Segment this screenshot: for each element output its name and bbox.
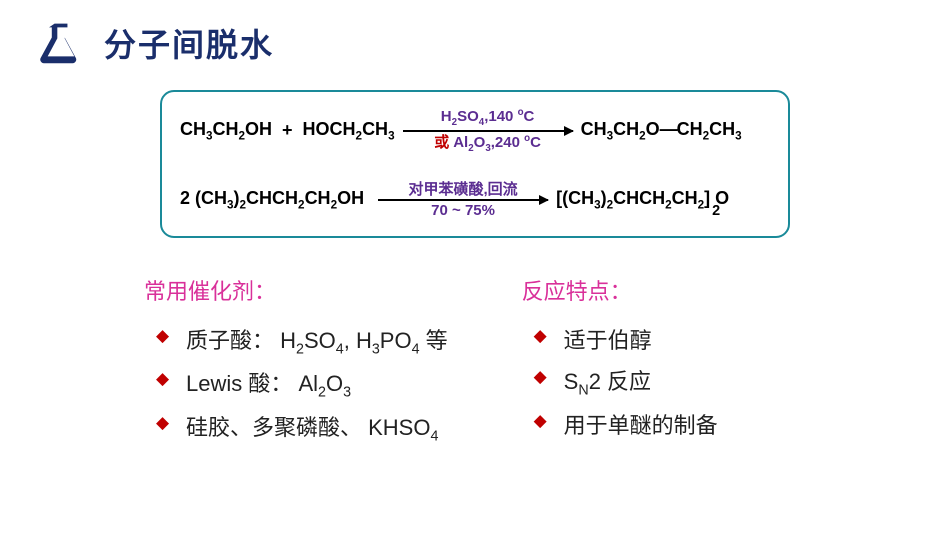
catalysts-heading: 常用催化剂：: [144, 274, 448, 306]
features-column: 反应特点： 适于伯醇 SN2 反应 用于单醚的制备: [520, 274, 718, 451]
rxn1-lhs-b: HOCH2CH3: [303, 119, 395, 143]
catalysts-column: 常用催化剂： 质子酸： H2SO4, H3PO4 等 Lewis 酸： Al2O…: [142, 274, 448, 451]
features-heading: 反应特点：: [522, 274, 718, 306]
list-item: 用于单醚的制备: [534, 405, 718, 447]
or-label: 或: [434, 134, 449, 151]
list-item: 适于伯醇: [534, 320, 718, 362]
flask-icon: [38, 20, 84, 66]
list-item: 质子酸： H2SO4, H3PO4 等: [156, 320, 448, 364]
rxn2-rhs: [(CH3)2CHCH2CH2]2 O: [556, 188, 729, 212]
rxn1-cond-bottom: 或Al2O3,240 oC: [434, 132, 541, 154]
rxn2-cond-top: 对甲苯磺酸,回流: [408, 182, 517, 199]
list-item: Lewis 酸： Al2O3: [156, 363, 448, 407]
rxn1-arrow: H2SO4,140 oC 或Al2O3,240 oC: [403, 108, 573, 154]
rxn2-lhs: 2 (CH3)2CHCH2CH2OH: [180, 188, 364, 212]
arrow-line: [403, 130, 573, 132]
rxn1-cond-top: H2SO4,140 oC: [441, 108, 535, 130]
list-item: SN2 反应: [534, 361, 718, 405]
catalysts-list: 质子酸： H2SO4, H3PO4 等 Lewis 酸： Al2O3 硅胶、多聚…: [142, 320, 448, 451]
rxn1-plus: +: [282, 120, 293, 141]
rxn2-cond-bottom: 70 ~ 75%: [431, 201, 495, 218]
rxn1-rhs: CH3CH2O—CH2CH3: [581, 119, 742, 143]
list-item: 硅胶、多聚磷酸、 KHSO4: [156, 407, 448, 451]
rxn1-lhs-a: CH3CH2OH: [180, 119, 272, 143]
header: 分子间脱水: [0, 0, 950, 66]
reaction-2: 2 (CH3)2CHCH2CH2OH 对甲苯磺酸,回流 70 ~ 75% [(C…: [180, 182, 770, 218]
reaction-1: CH3CH2OH + HOCH2CH3 H2SO4,140 oC 或Al2O3,…: [180, 108, 770, 154]
slide-title: 分子间脱水: [104, 20, 274, 66]
content-columns: 常用催化剂： 质子酸： H2SO4, H3PO4 等 Lewis 酸： Al2O…: [142, 274, 950, 451]
features-list: 适于伯醇 SN2 反应 用于单醚的制备: [520, 320, 718, 447]
rxn2-arrow: 对甲苯磺酸,回流 70 ~ 75%: [378, 182, 548, 218]
arrow-line: [378, 199, 548, 201]
reaction-box: CH3CH2OH + HOCH2CH3 H2SO4,140 oC 或Al2O3,…: [160, 90, 790, 238]
